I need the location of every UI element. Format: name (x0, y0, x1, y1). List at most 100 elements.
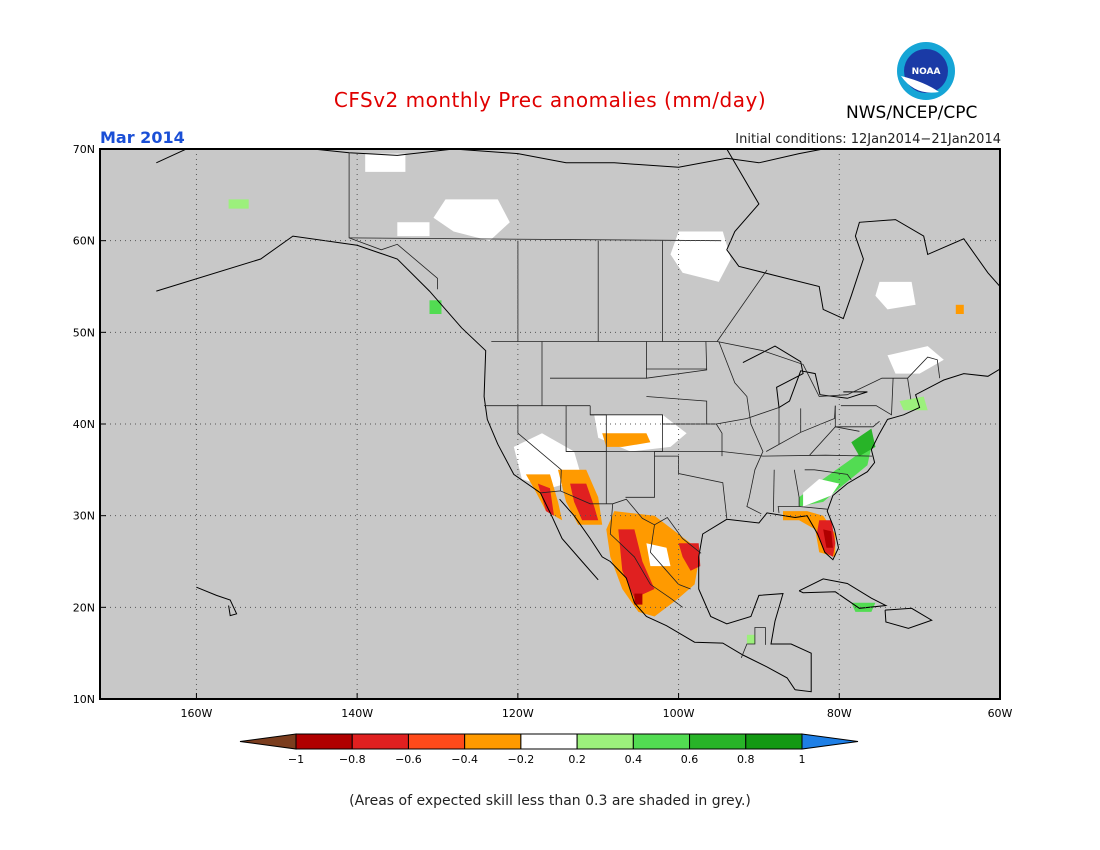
anomaly-region-nayarit-dark (634, 593, 643, 605)
legend-tick-label: 0.8 (737, 753, 755, 766)
legend-swatch (745, 733, 803, 750)
anomaly-region-labrador-white (875, 281, 916, 310)
anomaly-region-colorado-dry (602, 433, 651, 447)
legend-swatch (464, 733, 522, 750)
border-us-dakotas (646, 341, 708, 379)
border-us-montana (550, 341, 647, 379)
legend-tick-label: 0.6 (681, 753, 699, 766)
political-borders (348, 152, 941, 658)
lon-tick-label: 100W (663, 707, 695, 720)
legend-tick-label: 1 (799, 753, 806, 766)
lon-tick-label: 60W (988, 707, 1013, 720)
agency-label: NWS/NCEP/CPC (846, 103, 978, 123)
legend-arrow-right (801, 733, 859, 750)
anomaly-region-tamaulipas-red (678, 543, 701, 571)
anomaly-region-sonora-red (570, 483, 599, 521)
skill-note: (Areas of expected skill less than 0.3 a… (349, 793, 751, 809)
legend-tick-label: 0.4 (625, 753, 643, 766)
anomaly-region-new-england (899, 396, 928, 411)
border-49th-parallel (491, 341, 941, 397)
legend-swatch (576, 733, 634, 750)
chart-title: CFSv2 monthly Prec anomalies (mm/day) (333, 88, 767, 112)
border-us-mississippi-river (718, 341, 764, 515)
legend-tick-label: −0.8 (339, 753, 366, 766)
anomaly-region-yukon-white (397, 222, 430, 237)
coastline-hudson-bay (726, 149, 1000, 320)
anomaly-region-north-slope-white (365, 153, 406, 172)
border-us-nebraska (646, 396, 708, 424)
anomaly-region-bc-green (429, 300, 442, 314)
coastline-north-coast (156, 149, 824, 168)
border-us-canada (348, 152, 438, 290)
anomaly-region-alaska-white (433, 199, 510, 241)
anomaly-region-central-america-green (746, 634, 755, 644)
coastline-west-coast (156, 235, 599, 581)
lat-tick-label: 30N (73, 510, 95, 523)
lon-tick-label: 120W (502, 707, 534, 720)
coastline-gulf-and-atlantic (698, 368, 1000, 693)
legend-swatch (689, 733, 747, 750)
border-us-vermont (907, 378, 912, 400)
legend-tick-label: 0.2 (568, 753, 586, 766)
anomaly-region-durango-white (646, 543, 671, 567)
border-us-virginia (809, 426, 860, 456)
border-us-colorado (625, 414, 663, 498)
coastline-hawaii (196, 586, 238, 617)
lat-tick-label: 20N (73, 601, 95, 614)
anomaly-region-cuba-green (851, 602, 876, 612)
border-mexico-states (609, 503, 683, 608)
coastline-great-lakes (742, 345, 868, 409)
legend-swatch (407, 733, 466, 750)
coastline-cuba (798, 578, 888, 609)
color-legend: −1 −0.8 −0.6 −0.4 −0.2 0.2 0.4 0.6 0.8 1 (239, 733, 859, 766)
coastlines (156, 149, 1000, 693)
anomaly-region-georgia-carolina-white (803, 479, 840, 507)
coastline-hispaniola (884, 607, 933, 629)
border-canada-60n (349, 237, 722, 242)
legend-swatch (520, 733, 578, 750)
anomaly-regions (228, 153, 964, 644)
legend-swatch (632, 733, 691, 750)
anomaly-region-quebec-white (887, 346, 944, 374)
legend-tick-label: −0.6 (395, 753, 422, 766)
gridlines (100, 148, 1001, 700)
axis-labels: 70N 60N 50N 40N 30N 20N 10N 160W 140W 120W 100W 80W… (73, 143, 1013, 720)
border-us-georgia-florida (799, 506, 828, 510)
border-us-pennsylvania (834, 405, 880, 428)
lon-tick-label: 140W (341, 707, 373, 720)
lon-tick-label: 80W (827, 707, 852, 720)
border-us-kansas (662, 423, 723, 457)
legend-arrow-left (239, 733, 297, 750)
valid-month: Mar 2014 (100, 128, 185, 147)
border-us-carolinas (804, 469, 852, 481)
border-us-37n (566, 451, 873, 457)
initial-conditions: Initial conditions: 12Jan2014−21Jan2014 (735, 132, 1001, 147)
border-canada-provinces-4 (716, 269, 768, 342)
legend-swatch (351, 733, 409, 750)
legend-tick-label: −0.4 (451, 753, 478, 766)
noaa-logo: NOAA (895, 40, 957, 102)
border-us-texas-panhandle (654, 455, 728, 519)
lon-tick-label: 160W (180, 707, 212, 720)
border-us-southeast (773, 469, 775, 513)
anomaly-region-hudson-bay-white (670, 231, 731, 282)
border-mexico-states-2 (649, 524, 691, 590)
lat-tick-label: 50N (73, 326, 95, 339)
legend-tick-label: −1 (288, 753, 304, 766)
anomaly-region-alaska-green (228, 199, 249, 209)
noaa-logo-text: NOAA (912, 67, 941, 77)
lat-tick-label: 60N (73, 235, 95, 248)
border-us-new-york (840, 378, 894, 416)
legend-swatch (295, 733, 353, 750)
lat-tick-label: 40N (73, 418, 95, 431)
legend-tick-label: −0.2 (508, 753, 535, 766)
border-us-mexico (541, 490, 702, 554)
anomaly-region-nova-scotia-orange (955, 304, 964, 314)
anomaly-region-mid-atlantic (851, 428, 876, 457)
border-us-utah (565, 405, 607, 452)
coastline-gulf-of-california (559, 498, 796, 691)
anomaly-region-central-florida (823, 529, 833, 548)
lat-tick-label: 70N (73, 143, 95, 156)
border-central-america (740, 627, 766, 658)
